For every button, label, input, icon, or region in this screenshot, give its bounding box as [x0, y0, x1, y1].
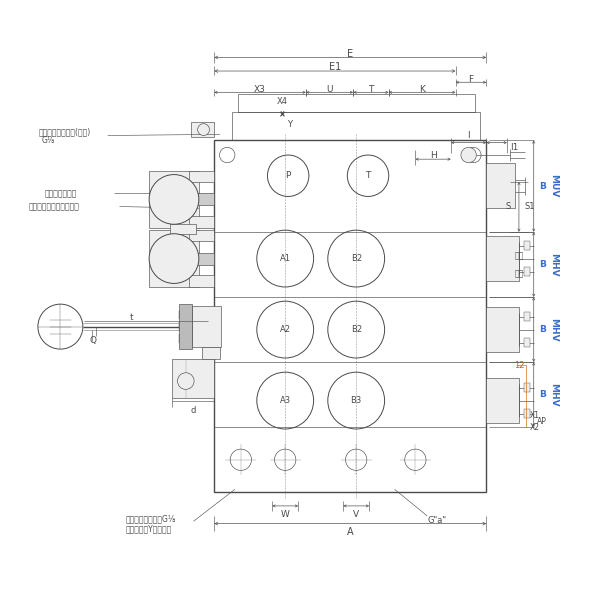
- Text: B: B: [539, 182, 546, 191]
- Text: MHV: MHV: [549, 383, 558, 406]
- Bar: [179, 304, 192, 349]
- Text: T: T: [368, 85, 374, 94]
- Bar: [238, 94, 475, 112]
- Bar: [524, 268, 530, 276]
- Bar: [524, 338, 530, 347]
- Text: A2: A2: [280, 325, 291, 334]
- Text: I: I: [467, 131, 470, 140]
- Text: B3: B3: [350, 396, 362, 405]
- Text: 最高圧力制限用止めねじ: 最高圧力制限用止めねじ: [29, 202, 80, 211]
- Text: G"a": G"a": [427, 515, 446, 524]
- Bar: [179, 334, 192, 343]
- Bar: [524, 409, 530, 418]
- Text: A3: A3: [280, 396, 291, 405]
- Bar: [170, 224, 196, 234]
- Text: B2: B2: [350, 325, 362, 334]
- Text: A1: A1: [280, 254, 291, 263]
- Bar: [193, 193, 214, 205]
- Text: MHV: MHV: [549, 318, 558, 341]
- Bar: [179, 311, 192, 319]
- Text: パイロットポート(上面): パイロットポート(上面): [38, 127, 91, 136]
- Text: （裏面）（Yポート）: （裏面）（Yポート）: [125, 524, 172, 533]
- Text: I1: I1: [510, 143, 518, 152]
- Bar: [193, 253, 214, 265]
- Bar: [179, 322, 192, 331]
- Text: U: U: [326, 85, 333, 94]
- Bar: [214, 140, 487, 492]
- Text: S1: S1: [525, 202, 535, 211]
- Circle shape: [461, 148, 476, 163]
- Text: X1: X1: [530, 411, 539, 420]
- Bar: [524, 241, 530, 250]
- Text: 振分: 振分: [514, 269, 524, 278]
- Text: G⅛: G⅛: [41, 136, 55, 145]
- Text: B: B: [539, 260, 546, 269]
- Bar: [524, 313, 530, 321]
- Text: MHV: MHV: [549, 253, 558, 277]
- Bar: [487, 236, 519, 281]
- Circle shape: [149, 234, 199, 283]
- Bar: [172, 359, 214, 398]
- Text: X3: X3: [254, 85, 266, 94]
- Text: W: W: [281, 509, 290, 518]
- Text: K: K: [419, 85, 425, 94]
- Text: E1: E1: [329, 62, 341, 73]
- Text: ねじ式圧力調整: ねじ式圧力調整: [44, 189, 77, 198]
- Bar: [190, 171, 214, 182]
- Bar: [487, 379, 519, 423]
- Text: F: F: [469, 75, 473, 84]
- Text: X4: X4: [277, 97, 288, 106]
- Bar: [487, 307, 519, 352]
- Text: d: d: [190, 406, 196, 415]
- Bar: [191, 122, 214, 137]
- Text: V: V: [353, 509, 359, 518]
- Text: B2: B2: [350, 254, 362, 263]
- Bar: [190, 230, 214, 241]
- Text: AP: AP: [536, 417, 547, 426]
- Bar: [190, 275, 214, 287]
- Text: 振分: 振分: [514, 251, 524, 260]
- Text: 12: 12: [514, 361, 524, 370]
- Text: B: B: [539, 325, 546, 334]
- Bar: [487, 163, 515, 208]
- Bar: [149, 230, 199, 287]
- Text: H: H: [430, 151, 437, 160]
- Text: S: S: [506, 202, 511, 211]
- Circle shape: [149, 175, 199, 224]
- Bar: [232, 112, 481, 140]
- Circle shape: [178, 373, 194, 389]
- Text: P: P: [286, 171, 291, 180]
- Bar: [149, 171, 199, 228]
- Bar: [192, 306, 221, 347]
- Text: A: A: [347, 527, 353, 537]
- Text: X2: X2: [530, 423, 539, 432]
- Bar: [190, 216, 214, 228]
- Bar: [524, 383, 530, 392]
- Text: B: B: [539, 390, 546, 399]
- Text: Q: Q: [89, 336, 97, 345]
- Text: T: T: [365, 171, 371, 180]
- Text: t: t: [130, 313, 133, 322]
- Text: Y: Y: [287, 120, 292, 129]
- Circle shape: [197, 124, 209, 136]
- Bar: [202, 347, 220, 359]
- Text: パイロットポートG⅛: パイロットポートG⅛: [125, 514, 176, 523]
- Text: x: x: [280, 109, 285, 118]
- Text: E: E: [347, 49, 353, 59]
- Text: MUV: MUV: [549, 175, 558, 198]
